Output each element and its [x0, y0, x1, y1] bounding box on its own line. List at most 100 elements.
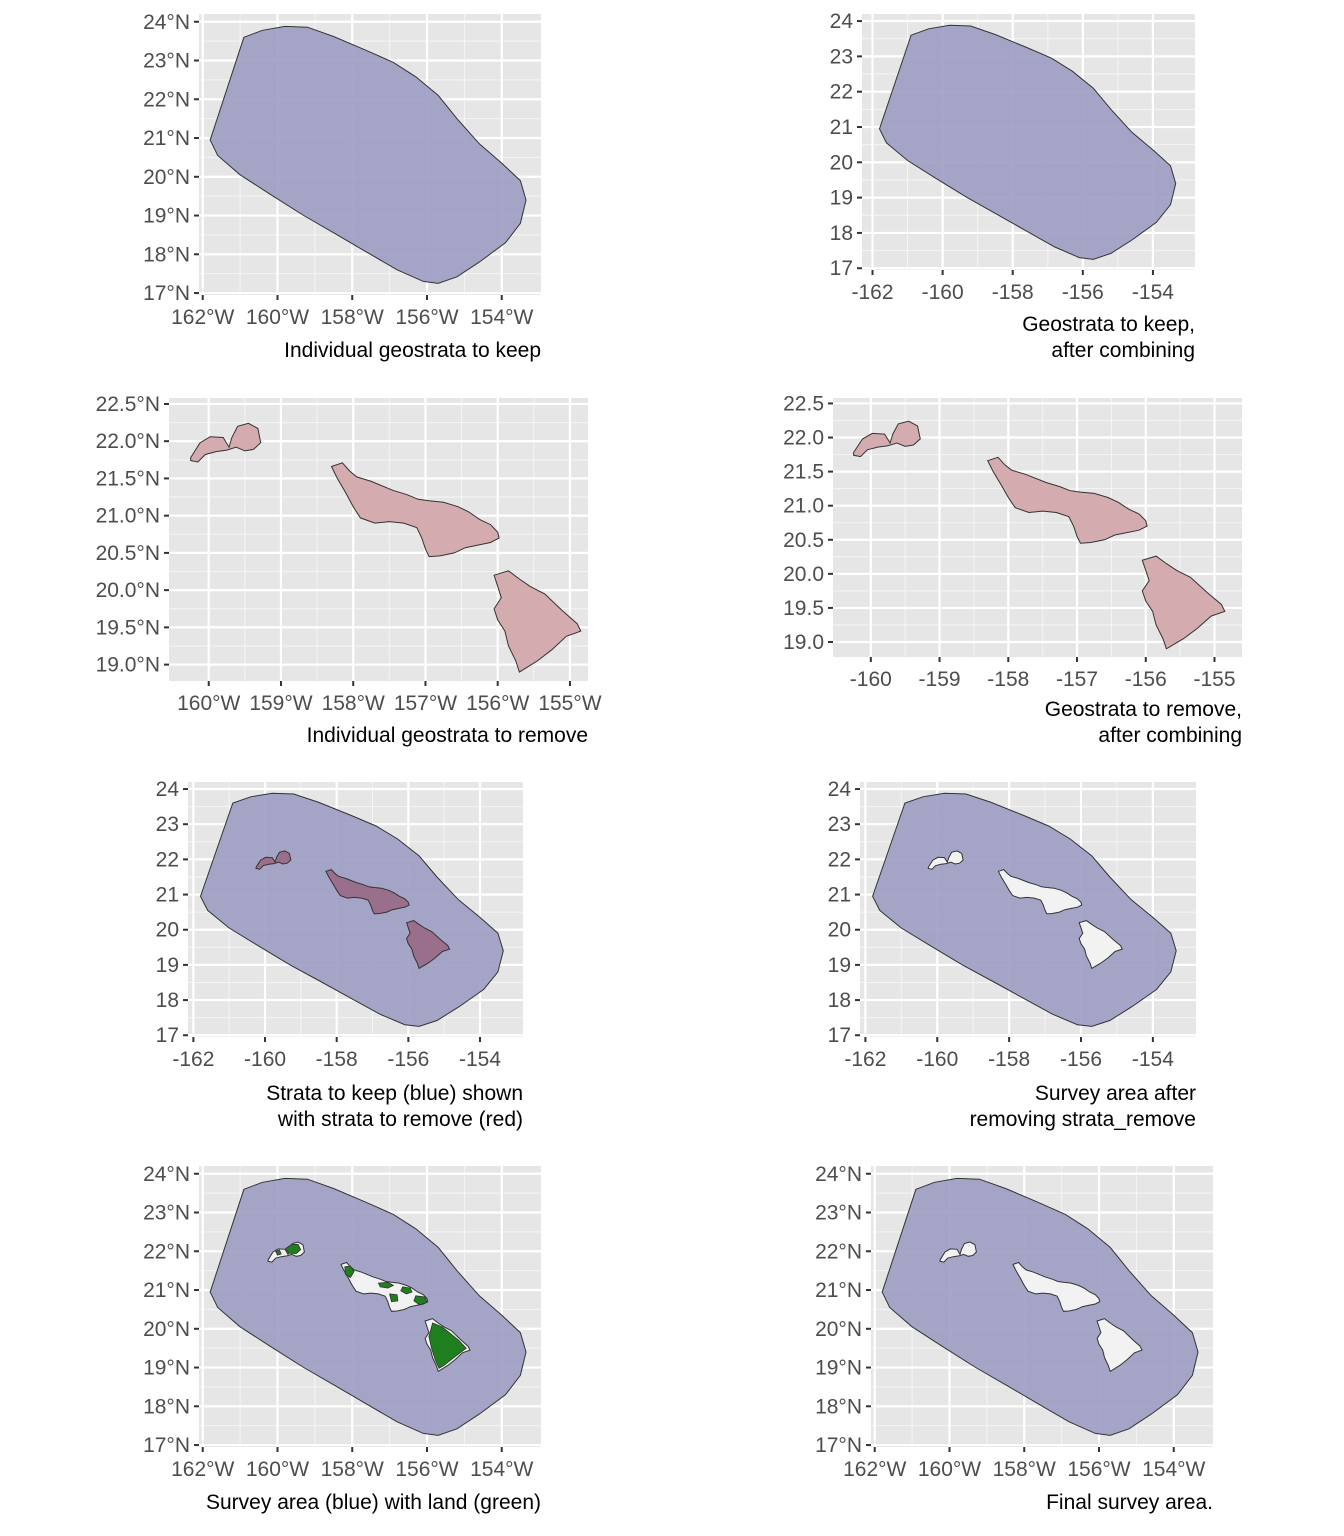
x-tick-label: -160	[922, 281, 964, 304]
y-tick-label: 17	[830, 257, 853, 280]
y-tick-label: 22°N	[143, 88, 190, 111]
y-tick-label: 20	[830, 151, 853, 174]
removed-area-hole	[939, 1241, 977, 1263]
y-tick-label: 20.0	[783, 563, 824, 586]
x-tick-label: -157	[1056, 668, 1098, 691]
x-tick-label: 160°W	[918, 1458, 981, 1481]
x-tick-label: 160°W	[246, 306, 309, 329]
y-tick-label: 21.0	[783, 495, 824, 518]
panel-caption: after combining	[1051, 339, 1195, 362]
y-tick-label: 20.0°N	[96, 579, 160, 602]
y-tick-label: 18	[156, 989, 179, 1012]
y-tick-label: 22.0°N	[96, 430, 160, 453]
y-tick-label: 18	[830, 222, 853, 245]
panel-caption: Final survey area.	[1046, 1491, 1213, 1514]
remove-stratum-polygon	[986, 456, 1148, 544]
y-tick-label: 22°N	[815, 1240, 862, 1263]
y-tick-label: 24	[156, 778, 180, 801]
remove-stratum-polygon	[325, 869, 410, 915]
y-tick-label: 22	[156, 848, 179, 871]
removed-area-hole	[997, 869, 1083, 915]
y-tick-label: 21.5	[783, 461, 824, 484]
x-tick-label: -156	[1060, 1048, 1102, 1071]
y-tick-label: 20.5	[783, 529, 824, 552]
removed-area-hole	[1012, 1261, 1101, 1312]
x-tick-label: -162	[852, 281, 894, 304]
x-tick-label: 154°W	[1142, 1458, 1205, 1481]
x-tick-label: 155°W	[538, 692, 601, 715]
x-tick-label: 162°W	[171, 306, 234, 329]
panel-caption: Survey area (blue) with land (green)	[206, 1491, 541, 1514]
y-tick-label: 17°N	[143, 282, 190, 305]
panel-final-survey-area: 17°N 18°N 19°N 20°N 21°N 22°N 23°N 24°N 162°W 160…	[815, 1163, 1213, 1514]
panel-caption: Geostrata to keep,	[1022, 313, 1195, 336]
y-tick-label: 22	[830, 81, 853, 104]
panel-survey-area-with-land: 17°N 18°N 19°N 20°N 21°N 22°N 23°N 24°N 162°W 160…	[143, 1163, 541, 1514]
x-tick-label: 158°W	[321, 1458, 384, 1481]
y-tick-label: 21	[830, 116, 853, 139]
y-tick-label: 21.0°N	[96, 505, 160, 528]
y-tick-label: 17°N	[143, 1434, 190, 1457]
survey-area-polygon	[881, 1177, 1199, 1436]
remove-stratum-polygon	[255, 850, 292, 870]
y-tick-label: 19°N	[143, 205, 190, 228]
survey-area-polygon	[209, 1177, 527, 1436]
panel-caption: after combining	[1098, 724, 1242, 747]
x-tick-label: 158°W	[993, 1458, 1056, 1481]
y-tick-label: 22°N	[143, 1240, 190, 1263]
y-tick-label: 22	[828, 848, 851, 871]
y-tick-label: 23°N	[815, 1202, 862, 1225]
x-tick-label: -154	[1132, 281, 1174, 304]
panel-survey-area-after-remove: 17 18 19 20 21 22 23 24 -162 -160 -158 -156 -154 Surv…	[828, 778, 1196, 1131]
y-tick-label: 19.0°N	[96, 654, 160, 677]
x-tick-label: 162°W	[843, 1458, 906, 1481]
y-tick-label: 20	[156, 919, 179, 942]
y-tick-label: 24°N	[815, 1163, 862, 1186]
remove-stratum-polygon	[405, 920, 451, 970]
y-tick-label: 21	[156, 884, 179, 907]
remove-stratum-polygon	[190, 422, 262, 463]
land-polygon	[389, 1293, 399, 1303]
panel-geostrata-remove-combined: 19.0 19.5 20.0 20.5 21.0 21.5 22.0 22.5 -160 -159…	[783, 392, 1242, 747]
x-tick-label: 156°W	[395, 1458, 458, 1481]
panel-individual-geostrata-remove: 19.0°N 19.5°N 20.0°N 20.5°N 21.0°N 21.5°N 22.0…	[96, 393, 602, 747]
y-tick-label: 19	[830, 187, 853, 210]
y-tick-label: 23	[828, 813, 851, 836]
x-tick-label: 160°W	[246, 1458, 309, 1481]
x-tick-label: -158	[316, 1048, 358, 1071]
y-tick-label: 23	[156, 813, 179, 836]
y-tick-label: 23°N	[143, 1202, 190, 1225]
panel-strata-keep-with-remove: 17 18 19 20 21 22 23 24 -162 -160 -158 -156 -154 Stra…	[156, 778, 523, 1131]
x-tick-label: -160	[916, 1048, 958, 1071]
x-tick-label: -162	[844, 1048, 886, 1071]
y-tick-label: 24	[828, 778, 852, 801]
panel-caption: with strata to remove (red)	[277, 1108, 523, 1131]
x-tick-label: 154°W	[470, 306, 533, 329]
y-tick-label: 23	[830, 45, 853, 68]
x-tick-label: -158	[987, 668, 1029, 691]
x-tick-label: 158°W	[322, 692, 385, 715]
x-tick-label: 156°W	[466, 692, 529, 715]
y-tick-label: 24	[830, 10, 854, 33]
y-tick-label: 23°N	[143, 50, 190, 73]
x-tick-label: -154	[1132, 1048, 1174, 1071]
x-tick-label: 157°W	[394, 692, 457, 715]
panel-caption: Strata to keep (blue) shown	[266, 1082, 523, 1105]
x-tick-label: -158	[988, 1048, 1030, 1071]
x-tick-label: 158°W	[321, 306, 384, 329]
y-tick-label: 22.0	[783, 427, 824, 450]
y-tick-label: 17	[828, 1024, 851, 1047]
x-tick-label: -155	[1193, 668, 1235, 691]
y-tick-label: 17°N	[815, 1434, 862, 1457]
survey-area-polygon	[199, 792, 504, 1027]
x-tick-label: 154°W	[470, 1458, 533, 1481]
x-tick-label: -154	[459, 1048, 501, 1071]
remove-stratum-polygon	[330, 462, 500, 558]
remove-stratum-polygon	[1141, 555, 1226, 650]
land-polygon	[344, 1265, 355, 1279]
y-tick-label: 19°N	[815, 1357, 862, 1380]
y-tick-label: 20°N	[143, 1318, 190, 1341]
x-tick-label: -156	[387, 1048, 429, 1071]
land-polygon	[285, 1243, 302, 1255]
y-tick-label: 19	[828, 954, 851, 977]
